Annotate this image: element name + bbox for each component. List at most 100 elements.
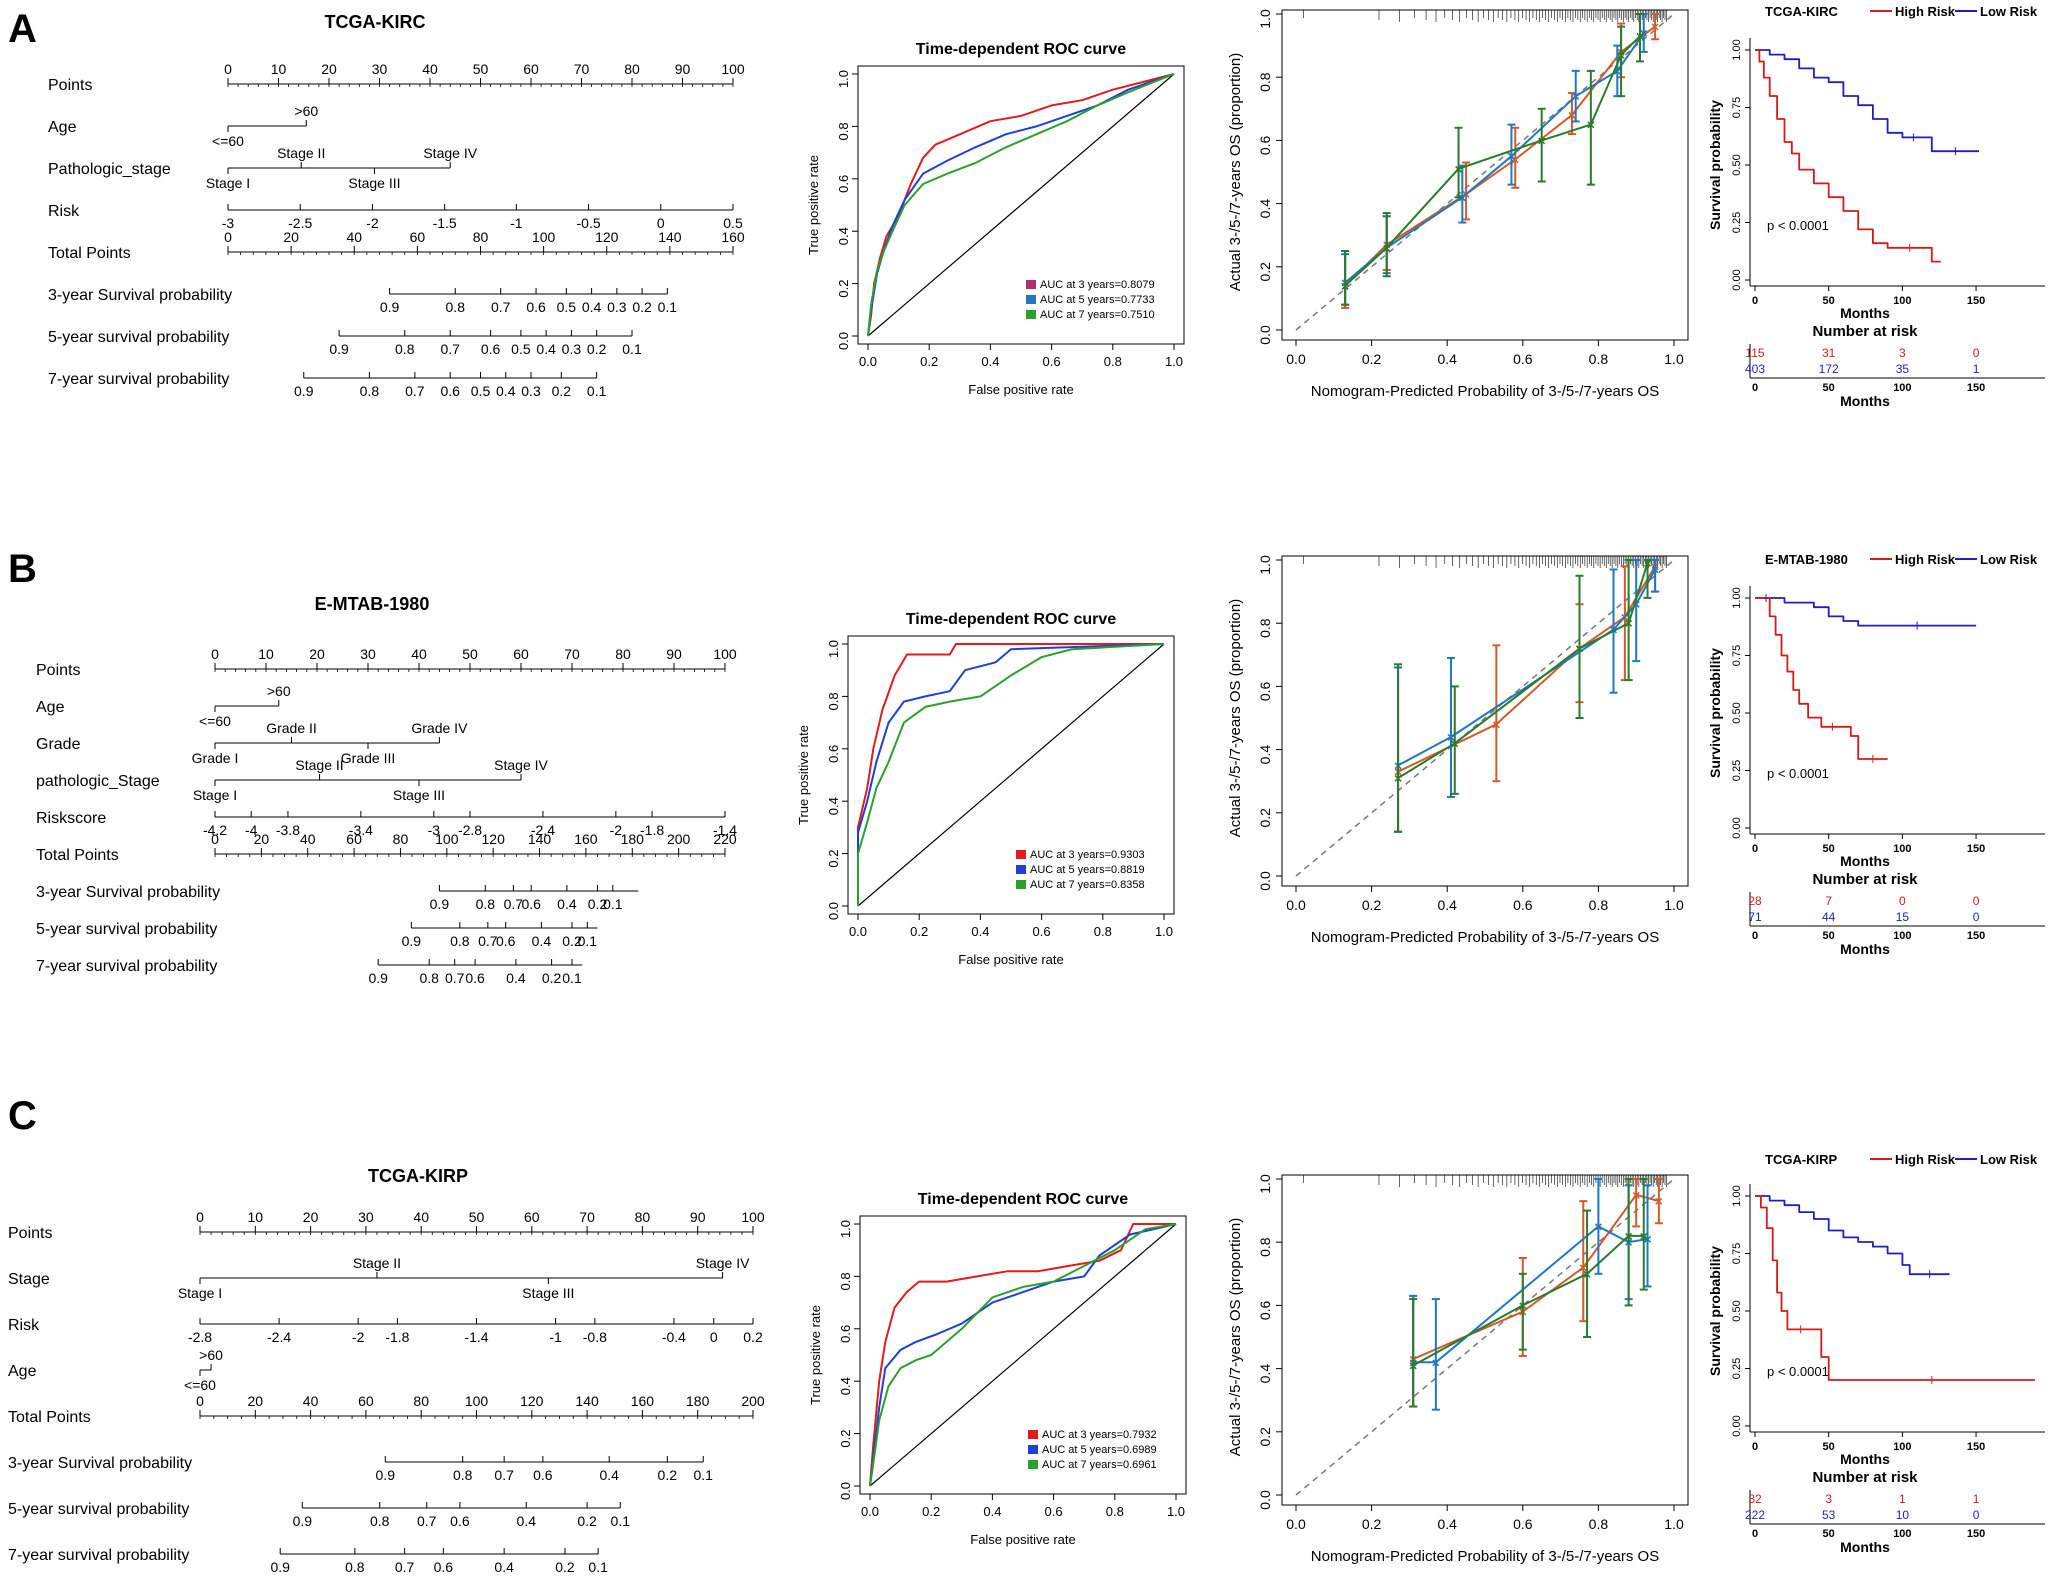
- km-x-label: Months: [1840, 1451, 1890, 1467]
- nomogram-tick-label: Stage II: [277, 145, 325, 161]
- nomogram-tick-label: Stage II: [295, 757, 343, 773]
- nomogram-tick-label: 0.1: [693, 1467, 713, 1483]
- risk-count-high: 3: [1825, 1492, 1832, 1506]
- nomogram-tick-label: -4: [245, 822, 258, 838]
- km-legend-low: Low Risk: [1980, 552, 2038, 567]
- roc-legend-entry: AUC at 3 years=0.7932: [1042, 1429, 1157, 1441]
- nomogram-tick-label: 0.5: [471, 383, 491, 399]
- risk-x-tick-label: 0: [1752, 382, 1758, 394]
- calibration-y-tick-label: 0.2: [1257, 808, 1273, 828]
- risk-table: Number at risk 115 31 3 0 403 172 35 1 0 50 100 150 M…: [1745, 323, 2045, 409]
- roc-diagonal: [869, 1223, 1177, 1487]
- nomogram-row-label: 3-year Survival probability: [8, 1455, 192, 1472]
- nomogram-tick-label: 10: [271, 61, 287, 77]
- risk-count-low: 0: [1973, 1508, 1980, 1522]
- calibration-x-tick-label: 0.6: [1513, 1516, 1533, 1532]
- calibration-x-label: Nomogram-Predicted Probability of 3-/5-/…: [1311, 1548, 1659, 1565]
- nomogram-tick-label: 160: [574, 831, 598, 847]
- roc-x-tick-label: 0.6: [1043, 354, 1061, 369]
- roc-legend-entry: AUC at 5 years=0.6989: [1042, 1444, 1157, 1456]
- km-pvalue: p < 0.0001: [1767, 766, 1829, 781]
- nomogram-tick-label: 0.1: [578, 933, 598, 949]
- nomogram-row: pathologic_Stage Stage I Stage II Stage III…: [36, 757, 549, 803]
- nomogram-row-label: Pathologic_stage: [48, 161, 171, 178]
- nomogram-tick-label: 0.4: [496, 383, 516, 399]
- calibration-y-tick-label: 0.8: [1257, 1237, 1273, 1257]
- risk-x-tick-label: 50: [1823, 930, 1835, 942]
- nomogram-tick-label: 0.7: [478, 933, 498, 949]
- roc-curve: [869, 1223, 1177, 1487]
- calibration-series: ×××××××: [1341, 13, 1644, 306]
- km-x-tick-label: 100: [1893, 1441, 1911, 1453]
- nomogram-tick-label: 140: [575, 1393, 599, 1409]
- nomogram-tick-label: <=60: [212, 133, 244, 149]
- roc-y-label: True positive rate: [796, 725, 811, 825]
- calibration-y-tick-label: 0.2: [1257, 262, 1273, 282]
- risk-count-low: 0: [1973, 910, 1980, 924]
- risk-x-tick-label: 50: [1823, 382, 1835, 394]
- calibration-point: ×: [1394, 770, 1402, 786]
- roc-y-tick-label: 0.0: [826, 902, 841, 920]
- nomogram-tick-label: 80: [393, 831, 409, 847]
- nomogram-tick-label: -1.8: [385, 1329, 409, 1345]
- nomogram-tick-label: 200: [667, 831, 691, 847]
- km-title: TCGA-KIRP: [1765, 1152, 1838, 1167]
- calibration-x-tick-label: 0.8: [1589, 897, 1609, 913]
- calibration-line: [1397, 569, 1656, 767]
- roc-y-tick-label: 1.0: [826, 640, 841, 658]
- risk-x-label: Months: [1840, 1539, 1890, 1555]
- calibration-y-label: Actual 3-/5-/7-years OS (proportion): [1227, 599, 1244, 837]
- km-y-tick-label: 0.50: [1731, 1300, 1743, 1321]
- risk-count-high: 7: [1825, 894, 1832, 908]
- nomogram-tick-label: Stage I: [178, 1285, 222, 1301]
- nomogram-tick-label: 0.6: [521, 896, 541, 912]
- risk-count-high: 1: [1973, 1492, 1980, 1506]
- nomogram-tick-label: 0: [196, 1209, 204, 1225]
- nomogram-tick-label: -1: [510, 215, 523, 231]
- risk-count-low: 53: [1822, 1508, 1836, 1522]
- nomogram-row-label: 5-year survival probability: [36, 921, 217, 938]
- roc-y-tick-label: 0.4: [838, 1377, 853, 1395]
- nomogram-tick-label: -2.4: [267, 1329, 291, 1345]
- calibration-point: ×: [1651, 19, 1659, 35]
- roc-curve: [857, 643, 1164, 906]
- km-y-tick-label: 0.75: [1731, 97, 1743, 118]
- calibration-chart: 0.0 0.0 0.2 0.2 0.4 0.4 0.6 0.6 0.8 0.8 1.0 1.0 Nomo…: [1227, 555, 1689, 946]
- nomogram-row: Grade Grade I Grade II Grade III Grade IV: [36, 720, 468, 766]
- nomogram-row-label: 5-year survival probability: [8, 1501, 189, 1518]
- nomogram-row-label: Riskscore: [36, 810, 106, 827]
- roc-legend-swatch: [1016, 865, 1026, 874]
- nomogram-tick-label: 0.2: [588, 896, 608, 912]
- roc-frame: [847, 635, 1175, 915]
- calibration-point: ×: [1511, 151, 1519, 167]
- nomogram-tick-label: <=60: [184, 1377, 216, 1393]
- km-x-label: Months: [1840, 305, 1890, 321]
- nomogram-tick-label: 120: [482, 831, 506, 847]
- calibration-x-tick-label: 0.0: [1286, 1516, 1306, 1532]
- risk-table-title: Number at risk: [1812, 1469, 1918, 1486]
- nomogram-row: 5-year survival probability 0.9 0.8 0.7 0.6 0…: [8, 1501, 630, 1529]
- km-x-tick-label: 150: [1967, 295, 1985, 307]
- nomogram-row-label: Points: [36, 662, 80, 679]
- km-y-tick-label: 0.25: [1731, 760, 1743, 781]
- nomogram-tick-label: 100: [532, 229, 556, 245]
- nomogram-tick-label: 0.2: [555, 1559, 575, 1575]
- km-y-tick-label: 0.25: [1731, 1358, 1743, 1379]
- nomogram-tick-label: 0.9: [368, 970, 388, 986]
- nomogram-row: 7-year survival probability 0.9 0.8 0.7 0.6 0…: [36, 958, 583, 986]
- risk-count-high: 0: [1973, 894, 1980, 908]
- roc-x-tick-label: 0.0: [849, 924, 867, 939]
- nomogram-tick-label: 0.1: [587, 383, 607, 399]
- roc-legend-entry: AUC at 5 years=0.7733: [1040, 294, 1155, 306]
- nomogram-row: Total Points 0 20 40 60 80 100 120 140 160 180 200: [8, 1393, 765, 1426]
- nomogram-tick-label: 0.4: [494, 1559, 514, 1575]
- roc-x-tick-label: 0.2: [920, 354, 938, 369]
- roc-diagonal: [867, 73, 1175, 337]
- nomogram-tick-label: 0.2: [587, 341, 607, 357]
- km-y-tick-label: 0.00: [1731, 1415, 1743, 1436]
- calibration-y-tick-label: 0.0: [1257, 871, 1273, 891]
- roc-legend-swatch: [1028, 1430, 1038, 1439]
